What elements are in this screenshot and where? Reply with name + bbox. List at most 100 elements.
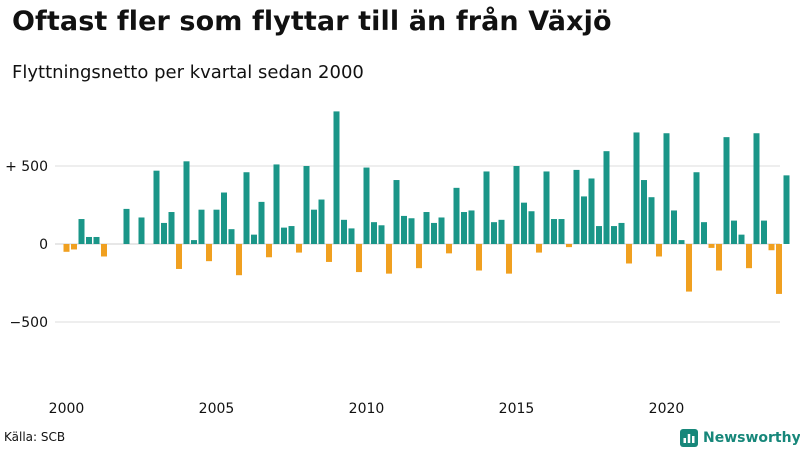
bar xyxy=(558,219,565,244)
bar xyxy=(213,209,220,244)
bar xyxy=(468,210,475,244)
bar xyxy=(356,244,362,273)
x-tick-label: 2010 xyxy=(349,401,385,417)
y-tick-label: + 500 xyxy=(5,159,48,175)
bar xyxy=(461,212,467,244)
bars xyxy=(63,111,790,294)
bar xyxy=(191,240,197,244)
bar xyxy=(618,222,625,244)
bar xyxy=(738,234,745,244)
bar xyxy=(93,236,100,244)
bar xyxy=(513,166,520,244)
bar xyxy=(551,219,557,244)
bar xyxy=(776,244,782,294)
bar xyxy=(476,244,482,271)
x-tick-label: 2000 xyxy=(49,401,85,417)
bar xyxy=(761,220,767,244)
bar xyxy=(423,212,430,244)
bar xyxy=(228,229,235,244)
bar xyxy=(648,197,655,244)
bar-chart-logo-icon xyxy=(680,429,698,447)
bar xyxy=(86,236,92,244)
bar xyxy=(416,244,422,269)
bar xyxy=(288,226,295,244)
bar xyxy=(303,166,310,244)
bar xyxy=(401,215,407,244)
bar xyxy=(536,244,542,253)
bar xyxy=(198,209,205,244)
source-note: Källa: SCB xyxy=(4,430,66,444)
bar xyxy=(588,178,595,244)
bar xyxy=(783,175,790,244)
x-tick-label: 2005 xyxy=(199,401,235,417)
bar xyxy=(453,187,460,244)
bar xyxy=(498,219,505,244)
bar xyxy=(528,211,535,244)
bar xyxy=(176,244,182,269)
bar xyxy=(731,220,737,244)
bar xyxy=(168,212,175,244)
bar xyxy=(266,244,272,258)
bar xyxy=(603,151,610,244)
bar xyxy=(581,196,587,244)
bar xyxy=(543,171,550,244)
bar xyxy=(446,244,452,254)
x-tick-label: 2015 xyxy=(499,401,535,417)
bar xyxy=(686,244,692,292)
bar xyxy=(708,244,715,248)
chart-title: Oftast fler som flyttar till än från Väx… xyxy=(12,6,612,37)
bar xyxy=(641,180,647,244)
bar xyxy=(573,169,580,244)
bar xyxy=(656,244,662,257)
y-tick-label: 0 xyxy=(39,237,48,253)
bar xyxy=(408,218,415,244)
bar xyxy=(723,137,730,244)
bar xyxy=(206,244,212,262)
bar xyxy=(693,172,700,244)
bar xyxy=(596,226,602,244)
bar xyxy=(236,244,242,276)
bar xyxy=(251,234,257,244)
bar xyxy=(63,244,70,252)
bar xyxy=(768,244,775,251)
bar xyxy=(78,219,85,244)
bar xyxy=(363,167,370,244)
brand-name: Newsworthy xyxy=(703,430,800,446)
y-tick-label: −500 xyxy=(10,315,48,331)
bar xyxy=(311,209,317,244)
bar xyxy=(431,222,437,244)
bar xyxy=(318,199,325,244)
bar xyxy=(491,222,497,244)
bar xyxy=(258,201,265,244)
bar xyxy=(678,240,685,244)
bar xyxy=(663,133,670,244)
bar xyxy=(626,244,632,264)
axis-labels: + 500 0 −500 2000 2005 2010 2015 2020 xyxy=(5,159,684,417)
bar xyxy=(671,210,677,244)
bar xyxy=(521,202,527,244)
bar xyxy=(483,171,490,244)
bar xyxy=(566,244,572,248)
bar xyxy=(281,227,287,244)
brand-logo: Newsworthy xyxy=(680,428,800,448)
bar xyxy=(378,225,385,244)
bar xyxy=(123,208,130,244)
bar xyxy=(506,244,512,274)
bar xyxy=(753,133,760,244)
bar xyxy=(183,161,190,244)
bar xyxy=(371,222,377,244)
x-tick-label: 2020 xyxy=(649,401,685,417)
bar xyxy=(71,244,77,250)
bar xyxy=(243,172,250,244)
bar xyxy=(341,219,347,244)
bar xyxy=(746,244,752,269)
bar xyxy=(153,170,160,244)
bar xyxy=(273,164,280,244)
bar xyxy=(438,217,445,244)
bar xyxy=(701,222,707,244)
bar xyxy=(633,132,640,244)
bar xyxy=(296,244,302,253)
bar xyxy=(138,217,145,244)
bar xyxy=(393,180,400,244)
